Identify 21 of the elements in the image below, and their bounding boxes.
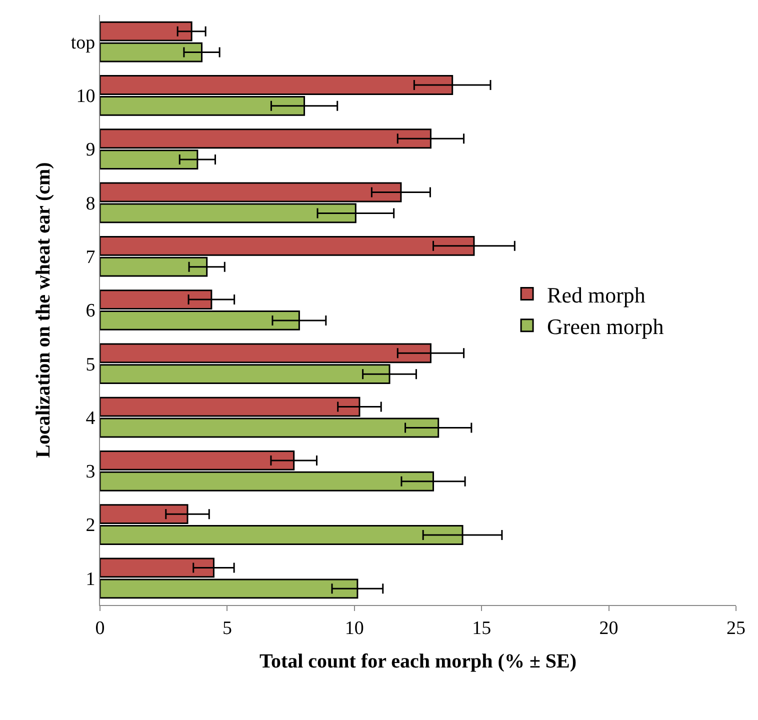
- y-tick-label: 4: [86, 408, 96, 429]
- y-tick-label: 10: [76, 86, 96, 108]
- x-tick-label: 10: [344, 618, 364, 639]
- x-tick-label: 20: [599, 618, 618, 639]
- y-tick-label: 3: [86, 462, 96, 483]
- y-axis-title: Localization on the wheat ear (cm): [32, 162, 54, 458]
- y-tick-label: 7: [86, 247, 96, 268]
- y-tick-label: 5: [86, 354, 96, 376]
- legend-label: Green morph: [547, 314, 664, 339]
- y-tick-label: 6: [86, 300, 96, 322]
- x-tick-label: 5: [222, 618, 232, 639]
- legend-label: Red morph: [547, 282, 646, 308]
- x-tick-label: 0: [95, 618, 105, 639]
- y-tick-label: 1: [86, 568, 96, 590]
- x-tick-label: 25: [726, 618, 746, 639]
- x-tick-label: 15: [472, 618, 492, 639]
- x-axis-title: Total count for each morph (% ± SE): [259, 650, 577, 672]
- y-tick-label: top: [70, 32, 96, 54]
- y-tick-label: 8: [86, 193, 96, 214]
- y-tick-label: 2: [86, 515, 96, 536]
- y-tick-label: 9: [86, 140, 96, 161]
